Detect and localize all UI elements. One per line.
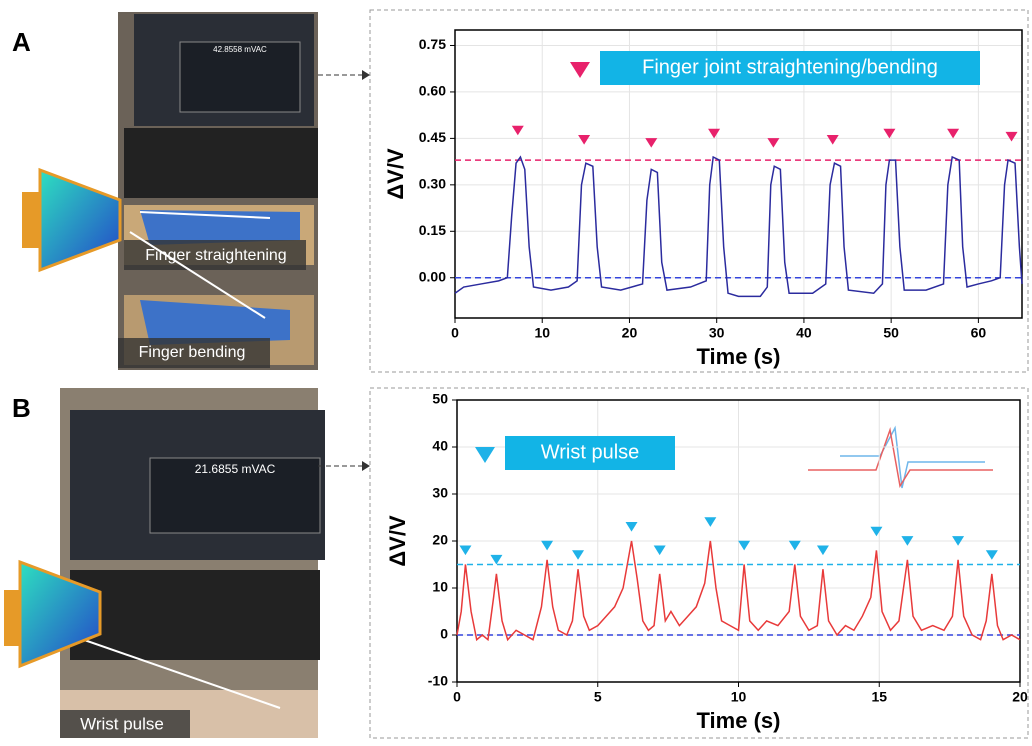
keyboard <box>70 570 320 660</box>
screen-reading: 21.6855 mVAC <box>195 462 276 476</box>
peak-marker <box>511 125 524 136</box>
y-tick-label: 0.45 <box>419 129 446 145</box>
pointer <box>69 634 281 709</box>
x-axis-label: Time (s) <box>697 344 781 369</box>
legend-marker <box>475 447 495 463</box>
peak-marker <box>738 540 751 551</box>
peak-marker <box>625 522 638 532</box>
y-tick-label: 0.30 <box>419 176 446 192</box>
legend-box <box>505 436 675 470</box>
x-tick-label: 10 <box>534 325 550 341</box>
data-line <box>456 540 1021 642</box>
arrow-head <box>362 461 370 471</box>
screen-plot <box>149 457 321 534</box>
screen-plot <box>179 41 301 113</box>
x-tick-label: 50 <box>883 325 899 341</box>
y-axis-label: ΔV/V <box>383 148 408 200</box>
caption-bg <box>118 338 270 368</box>
caption-bg <box>60 710 190 738</box>
inset-trace <box>808 427 993 489</box>
peak-marker <box>645 138 658 148</box>
x-tick-label: 5 <box>594 689 602 705</box>
caption-bg <box>124 240 306 270</box>
legend-marker <box>570 62 590 78</box>
plot-frame <box>456 399 1021 683</box>
peak-marker <box>952 536 965 546</box>
x-tick-label: 20 <box>1012 689 1028 705</box>
legend-label: Wrist pulse <box>541 441 640 463</box>
x-tick-label: 20 <box>622 325 638 341</box>
x-tick-label: 0 <box>453 689 461 705</box>
data-line <box>454 155 1023 298</box>
peak-marker <box>788 540 801 551</box>
panel-frame <box>369 9 1029 373</box>
peak-marker <box>572 550 585 560</box>
y-axis-label: ΔV/V <box>385 515 410 567</box>
peak-marker <box>704 517 717 527</box>
y-tick-label: -10 <box>428 673 448 689</box>
speaker <box>22 192 42 248</box>
x-tick-label: 15 <box>871 689 887 705</box>
legend-box <box>600 51 980 85</box>
pointer <box>129 231 266 319</box>
speaker <box>18 559 102 669</box>
x-tick-label: 40 <box>796 325 812 341</box>
panel-label: A <box>12 27 31 57</box>
y-tick-label: 0 <box>440 626 448 642</box>
peak-marker <box>816 545 829 556</box>
inset-trace <box>840 425 985 489</box>
arrow-head <box>362 70 370 80</box>
speaker <box>4 590 22 646</box>
speaker <box>38 167 122 273</box>
y-tick-label: 30 <box>432 485 448 501</box>
legend-label: Finger joint straightening/bending <box>642 56 938 78</box>
y-tick-label: 20 <box>432 532 448 548</box>
keyboard <box>124 128 318 198</box>
peak-marker <box>901 536 914 546</box>
peak-marker <box>459 545 472 556</box>
y-tick-label: 10 <box>432 579 448 595</box>
y-tick-label: 0.00 <box>419 268 446 284</box>
x-tick-label: 0 <box>451 325 459 341</box>
photo-caption: Wrist pulse <box>80 714 164 733</box>
peak-marker <box>883 128 896 139</box>
peak-marker <box>947 128 960 139</box>
panel-label: B <box>12 393 31 423</box>
peak-marker <box>708 128 721 139</box>
peak-marker <box>1005 131 1018 142</box>
peak-marker <box>490 554 503 565</box>
y-tick-label: 40 <box>432 438 448 454</box>
peak-marker <box>767 138 780 148</box>
photo-caption: Finger bending <box>139 344 246 361</box>
peak-marker <box>578 134 591 145</box>
x-tick-label: 30 <box>709 325 725 341</box>
peak-marker <box>826 134 839 145</box>
y-tick-label: 0.60 <box>419 83 446 99</box>
x-tick-label: 10 <box>731 689 747 705</box>
peak-marker <box>985 550 998 560</box>
photo-caption: Finger straightening <box>145 247 286 264</box>
y-tick-label: 50 <box>432 391 448 407</box>
x-tick-label: 60 <box>971 325 987 341</box>
plot-frame <box>454 29 1023 319</box>
pointer <box>139 211 271 219</box>
x-axis-label: Time (s) <box>697 708 781 733</box>
peak-marker <box>653 545 666 556</box>
peak-marker <box>541 540 554 551</box>
peak-marker <box>870 526 883 537</box>
y-tick-label: 0.75 <box>419 36 446 52</box>
y-tick-label: 0.15 <box>419 222 446 238</box>
screen-reading: 42.8558 mVAC <box>213 45 267 54</box>
panel-frame <box>369 387 1029 739</box>
